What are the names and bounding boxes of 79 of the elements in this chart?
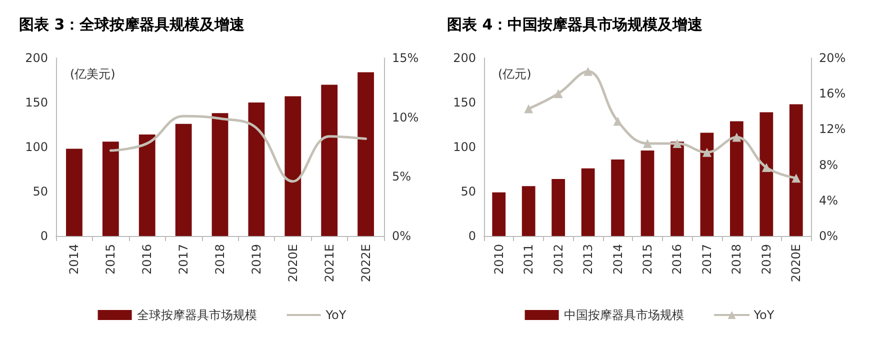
point xyxy=(792,174,801,183)
y2-tick-label: 10% xyxy=(392,110,419,124)
x-tick-label: 2015 xyxy=(104,244,118,275)
legend-label: 中国按摩器具市场规模 xyxy=(564,308,684,322)
x-tick-label: 2012 xyxy=(551,244,566,275)
y-axis-title: (亿美元) xyxy=(70,67,116,81)
bar xyxy=(611,159,624,236)
point xyxy=(584,66,593,76)
x-tick-label: 2020E xyxy=(789,244,804,282)
y2-tick-label: 0% xyxy=(392,229,412,243)
y2-tick-label: 0% xyxy=(819,229,838,243)
y-tick-label: 0 xyxy=(40,229,48,243)
point xyxy=(554,89,563,98)
x-tick-label: 2020E xyxy=(286,244,300,282)
bar xyxy=(730,121,744,236)
x-tick-label: 2021E xyxy=(322,244,336,282)
y-tick-label: 150 xyxy=(453,96,476,110)
point xyxy=(672,138,682,148)
x-tick-label: 2019 xyxy=(759,244,774,275)
y-axis-title: (亿元) xyxy=(498,67,532,81)
x-tick-label: 2019 xyxy=(249,244,264,275)
x-tick-label: 2016 xyxy=(670,244,684,275)
y-tick-label: 50 xyxy=(460,184,476,198)
x-tick-label: 2011 xyxy=(522,244,536,275)
y2-tick-label: 20% xyxy=(819,51,846,65)
bar xyxy=(248,102,265,236)
x-tick-label: 2018 xyxy=(730,244,744,275)
legend-label: YoY xyxy=(324,308,347,322)
legend-label: YoY xyxy=(752,308,775,322)
y-tick-label: 50 xyxy=(32,184,48,198)
bar xyxy=(102,142,119,236)
x-tick-label: 2022E xyxy=(358,244,373,282)
x-tick-label: 2014 xyxy=(610,244,625,275)
y2-tick-label: 16% xyxy=(819,86,846,101)
chart-title: 图表 4：中国按摩器具市场规模及增速 xyxy=(447,16,704,34)
y-tick-label: 100 xyxy=(453,140,476,154)
y2-tick-label: 8% xyxy=(819,158,838,172)
y-tick-label: 0 xyxy=(468,229,476,243)
x-tick-label: 2010 xyxy=(492,244,506,275)
y2-tick-label: 12% xyxy=(819,122,846,136)
bar xyxy=(284,96,302,236)
point xyxy=(643,138,652,148)
point xyxy=(613,116,622,126)
y-tick-label: 100 xyxy=(25,140,48,154)
point xyxy=(732,132,742,142)
bar xyxy=(760,112,774,236)
x-tick-label: 2017 xyxy=(700,244,714,275)
bar xyxy=(138,134,156,236)
y-tick-label: 150 xyxy=(25,96,48,110)
bar xyxy=(789,104,803,236)
bar xyxy=(700,132,714,236)
bar xyxy=(522,186,536,236)
point xyxy=(762,162,771,172)
bar xyxy=(358,72,374,236)
bar xyxy=(212,113,228,236)
legend-label: 全球按摩器具市场规模 xyxy=(136,308,257,322)
y2-tick-label: 15% xyxy=(392,51,419,65)
x-tick-label: 2014 xyxy=(67,244,82,275)
bar xyxy=(552,179,566,236)
y2-tick-label: 5% xyxy=(392,170,412,184)
bar xyxy=(581,168,595,236)
bar xyxy=(321,84,338,236)
line-series xyxy=(109,114,368,183)
x-tick-label: 2013 xyxy=(581,244,596,275)
y-tick-label: 200 xyxy=(25,51,48,65)
bar xyxy=(640,150,654,236)
x-tick-label: 2016 xyxy=(140,244,154,275)
chart-title: 图表 3：全球按摩器具规模及增速 xyxy=(19,16,246,34)
bar xyxy=(492,192,506,236)
x-tick-label: 2018 xyxy=(213,244,227,275)
y-tick-label: 200 xyxy=(453,51,476,65)
bar xyxy=(66,148,82,236)
x-tick-label: 2017 xyxy=(176,244,191,275)
x-tick-label: 2015 xyxy=(640,244,654,275)
y2-tick-label: 4% xyxy=(819,193,838,208)
point xyxy=(524,104,534,114)
bar xyxy=(670,142,684,236)
bar xyxy=(175,124,192,236)
point xyxy=(702,148,712,157)
